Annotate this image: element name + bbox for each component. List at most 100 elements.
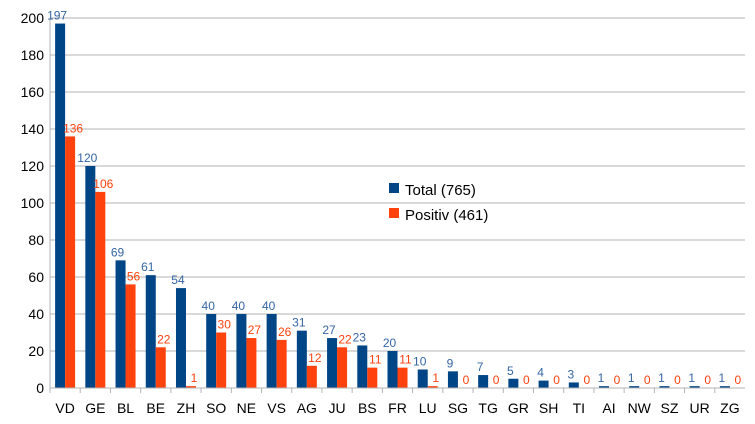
data-label-positiv-gr: 0 bbox=[523, 373, 530, 387]
legend-label-positiv: Positiv (461) bbox=[405, 207, 488, 224]
bar-total-gr bbox=[508, 378, 519, 388]
bar-positiv-be bbox=[155, 347, 166, 388]
bar-total-sh bbox=[538, 380, 549, 388]
bar-positiv-bl bbox=[125, 284, 136, 388]
bar-total-ju bbox=[327, 338, 338, 388]
data-label-total-sz: 1 bbox=[658, 371, 665, 385]
data-label-total-be: 61 bbox=[141, 260, 155, 274]
data-label-positiv-lu: 1 bbox=[432, 371, 439, 385]
x-tick-label-ur: UR bbox=[690, 400, 710, 416]
bar-total-tg bbox=[478, 375, 489, 388]
bar-total-ag bbox=[296, 330, 307, 388]
bar-total-so bbox=[206, 314, 217, 388]
bar-positiv-vd bbox=[65, 136, 76, 388]
x-tick-label-ju: JU bbox=[329, 400, 346, 416]
x-tick-label-ne: NE bbox=[237, 400, 256, 416]
data-label-total-vd: 197 bbox=[47, 9, 67, 23]
data-label-positiv-ai: 0 bbox=[614, 373, 621, 387]
bar-positiv-ne bbox=[246, 338, 257, 388]
x-tick-label-sz: SZ bbox=[661, 400, 679, 416]
bar-total-lu bbox=[417, 369, 428, 388]
x-tick-label-lu: LU bbox=[419, 400, 437, 416]
data-label-total-bs: 23 bbox=[353, 330, 367, 344]
legend-swatch-total bbox=[389, 183, 399, 193]
data-label-total-ti: 3 bbox=[567, 367, 574, 381]
x-tick-label-ti: TI bbox=[573, 400, 585, 416]
bar-total-bs bbox=[357, 345, 368, 388]
x-tick-label-nw: NW bbox=[628, 400, 652, 416]
bar-positiv-so bbox=[216, 332, 227, 388]
bar-positiv-fr bbox=[397, 367, 408, 388]
bars bbox=[55, 23, 730, 389]
data-label-total-ai: 1 bbox=[598, 371, 605, 385]
data-label-total-nw: 1 bbox=[628, 371, 635, 385]
y-tick-label: 40 bbox=[28, 306, 44, 322]
legend: Total (765) Positiv (461) bbox=[389, 182, 488, 224]
bar-positiv-ju bbox=[337, 347, 348, 388]
bar-positiv-ag bbox=[306, 365, 317, 388]
data-label-positiv-bl: 56 bbox=[127, 269, 141, 283]
bar-positiv-ge bbox=[95, 191, 106, 388]
data-label-total-ge: 120 bbox=[77, 151, 97, 165]
data-label-positiv-sh: 0 bbox=[553, 373, 560, 387]
x-tick-label-vd: VD bbox=[55, 400, 74, 416]
data-label-total-ag: 31 bbox=[292, 316, 306, 330]
data-label-total-gr: 5 bbox=[507, 364, 514, 378]
bar-total-ne bbox=[236, 314, 247, 388]
bar-total-vs bbox=[266, 314, 277, 388]
bar-total-ai bbox=[599, 386, 610, 388]
x-tick-label-tg: TG bbox=[478, 400, 497, 416]
data-label-positiv-zh: 1 bbox=[191, 371, 198, 385]
bar-total-sz bbox=[659, 386, 670, 388]
x-tick-label-be: BE bbox=[146, 400, 165, 416]
x-tick-label-zh: ZH bbox=[177, 400, 196, 416]
y-tick-label: 180 bbox=[21, 47, 45, 63]
y-tick-label: 20 bbox=[28, 343, 44, 359]
bar-positiv-bs bbox=[367, 367, 378, 388]
x-tick-label-ge: GE bbox=[85, 400, 105, 416]
bar-total-be bbox=[145, 275, 156, 388]
data-label-positiv-so: 30 bbox=[218, 318, 232, 332]
y-tick-label: 0 bbox=[36, 380, 44, 396]
y-axis: 0 20 40 60 80 100 120 140 160 180 200 bbox=[21, 10, 51, 396]
bar-positiv-vs bbox=[276, 339, 287, 388]
data-label-total-zg: 1 bbox=[719, 371, 726, 385]
bar-total-fr bbox=[387, 351, 398, 388]
y-tick-label: 120 bbox=[21, 158, 45, 174]
data-label-positiv-vd: 136 bbox=[63, 121, 83, 135]
data-label-total-sg: 9 bbox=[447, 356, 454, 370]
bar-total-zg bbox=[719, 386, 730, 388]
data-label-total-ne: 40 bbox=[232, 299, 246, 313]
data-label-total-ur: 1 bbox=[688, 371, 695, 385]
data-labels: 1971361201066956612254140304027402631122… bbox=[47, 9, 741, 387]
bar-positiv-lu bbox=[427, 386, 438, 388]
y-tick-label: 140 bbox=[21, 121, 45, 137]
x-tick-label-ai: AI bbox=[602, 400, 615, 416]
data-label-total-so: 40 bbox=[202, 299, 216, 313]
bar-total-ur bbox=[689, 386, 700, 388]
bar-total-ge bbox=[85, 166, 96, 388]
bar-total-bl bbox=[115, 260, 126, 388]
x-tick-label-sh: SH bbox=[539, 400, 558, 416]
data-label-positiv-ur: 0 bbox=[704, 373, 711, 387]
data-label-positiv-ti: 0 bbox=[583, 373, 590, 387]
x-tick-label-bl: BL bbox=[117, 400, 134, 416]
y-tick-label: 60 bbox=[28, 269, 44, 285]
x-tick-label-gr: GR bbox=[508, 400, 529, 416]
y-tick-label: 160 bbox=[21, 84, 45, 100]
x-tick-label-fr: FR bbox=[388, 400, 407, 416]
bar-total-nw bbox=[629, 386, 640, 388]
bar-total-sg bbox=[447, 371, 458, 388]
data-label-positiv-fr: 11 bbox=[399, 353, 412, 367]
data-label-positiv-sz: 0 bbox=[674, 373, 681, 387]
x-tick-label-sg: SG bbox=[448, 400, 468, 416]
data-label-positiv-ju: 22 bbox=[338, 332, 352, 346]
data-label-positiv-ne: 27 bbox=[248, 323, 262, 337]
x-tick-label-zg: ZG bbox=[720, 400, 739, 416]
y-tick-label: 80 bbox=[28, 232, 44, 248]
y-tick-label: 200 bbox=[21, 10, 45, 26]
data-label-total-ju: 27 bbox=[322, 323, 336, 337]
data-label-positiv-be: 22 bbox=[157, 332, 171, 346]
bar-total-vd bbox=[55, 23, 66, 389]
